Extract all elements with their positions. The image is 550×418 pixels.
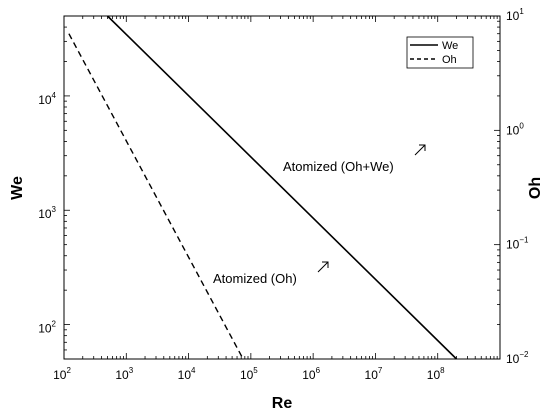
y-left-tick-label: 102 (38, 320, 56, 336)
annotation-oh-label: Atomized (Oh) (213, 271, 297, 286)
legend: We Oh (406, 36, 474, 69)
y-left-tick-label: 104 (38, 91, 56, 107)
annotation-oh-arrow (317, 261, 329, 273)
y-right-tick-label: 10−2 (506, 350, 529, 366)
x-tick-label: 103 (115, 366, 133, 382)
x-tick-label: 106 (302, 366, 320, 382)
y-right-axis-title: Oh (527, 177, 544, 199)
series-layer (68, 15, 458, 360)
annotation-oh: Atomized (Oh) (213, 261, 329, 286)
y-right-tick-label: 100 (506, 121, 524, 137)
legend-label-oh: Oh (442, 54, 457, 66)
y-left-tick-label: 103 (38, 205, 56, 221)
x-tick-label: 105 (240, 366, 258, 382)
annotation-oh-we: Atomized (Oh+We) (283, 144, 426, 174)
y-right-axis-ticks: 10−2 10−1 100 101 (494, 7, 529, 366)
x-tick-label: 104 (178, 366, 196, 382)
series-oh-line (68, 33, 244, 360)
y-left-axis-ticks: 102 103 104 (38, 15, 70, 360)
annotation-oh-we-label: Atomized (Oh+We) (283, 159, 394, 174)
legend-label-we: We (442, 40, 458, 52)
plot-frame (63, 15, 501, 360)
y-right-tick-label: 10−1 (506, 236, 529, 252)
y-left-axis-title: We (9, 176, 26, 200)
annotation-oh-we-arrow (414, 144, 426, 156)
y-right-tick-label: 101 (506, 7, 524, 23)
x-tick-label: 108 (427, 366, 445, 382)
legend-box (406, 36, 474, 69)
x-tick-label: 102 (53, 366, 71, 382)
series-we-line (106, 15, 458, 360)
x-axis-title: Re (272, 395, 293, 412)
x-axis-ticks: 102 103 104 105 106 107 108 (53, 16, 498, 382)
x-tick-label: 107 (365, 366, 383, 382)
